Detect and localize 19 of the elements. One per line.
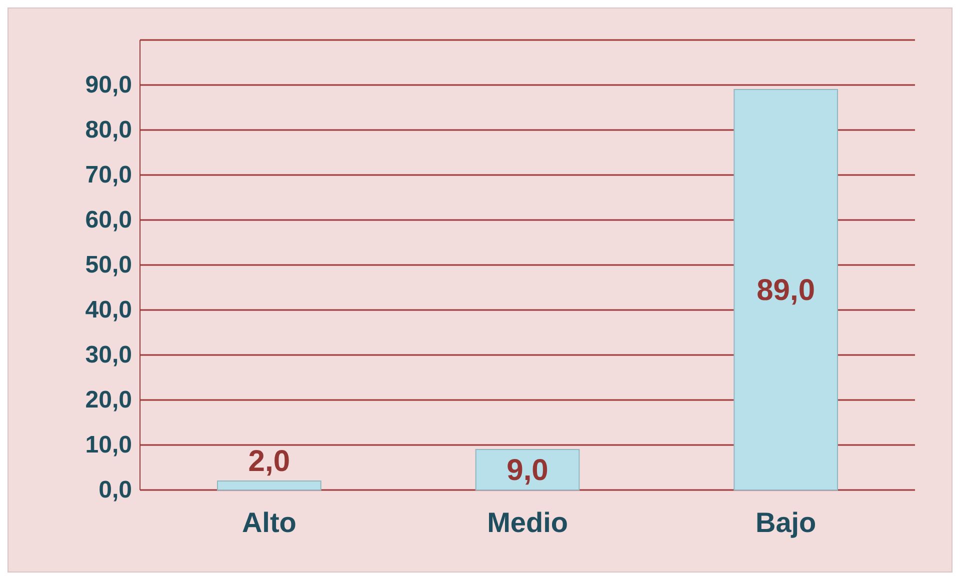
x-tick-label: Alto: [242, 506, 296, 538]
x-tick-label: Bajo: [755, 506, 816, 538]
data-label: 9,0: [506, 454, 548, 487]
y-tick-label: 0,0: [98, 476, 132, 504]
data-label: 89,0: [756, 274, 816, 307]
data-label: 2,0: [248, 445, 290, 478]
bar: [217, 480, 322, 490]
y-tick-label: 50,0: [85, 252, 132, 279]
y-tick-label: 60,0: [85, 206, 132, 234]
y-tick-label: 90,0: [85, 72, 132, 99]
y-tick-label: 10,0: [85, 432, 132, 459]
y-tick-label: 80,0: [85, 116, 132, 144]
y-tick-label: 30,0: [85, 342, 132, 369]
x-tick-label: Medio: [487, 506, 568, 538]
bar: [734, 89, 838, 490]
y-tick-label: 20,0: [85, 386, 132, 414]
y-tick-label: 70,0: [85, 162, 132, 189]
y-tick-label: 40,0: [85, 296, 132, 324]
bar: [475, 449, 580, 490]
